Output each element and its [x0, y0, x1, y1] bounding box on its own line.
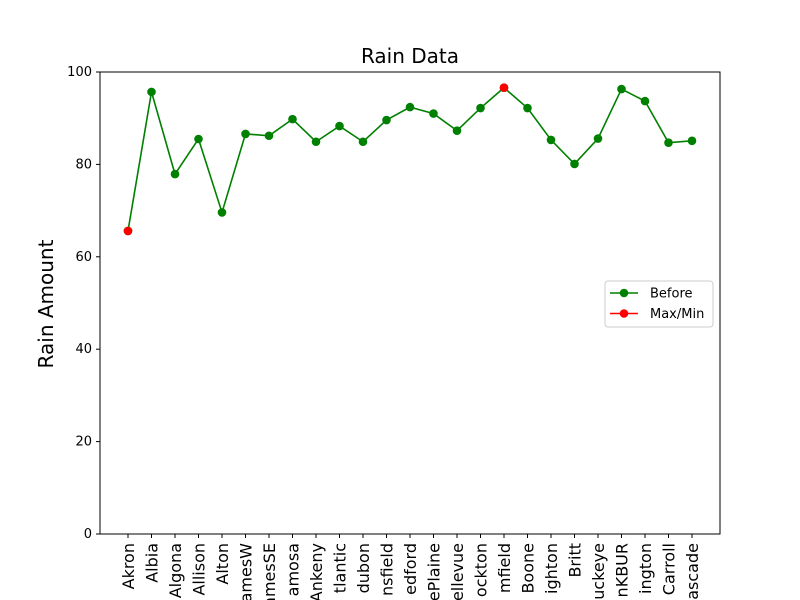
chart-title: Rain Data: [361, 44, 459, 68]
legend: Before Max/Min: [604, 280, 714, 328]
series-before-point: [617, 84, 626, 94]
plot-frame: [99, 71, 721, 535]
y-axis-label: Rain Amount: [34, 239, 58, 368]
series-before-point: [664, 138, 673, 147]
series-before-point: [264, 131, 274, 141]
x-tick-label: mfield: [495, 543, 514, 593]
y-tick-label: 80: [75, 157, 92, 172]
y-axis-ticks: 0 20 40 60 80 100: [67, 65, 100, 542]
y-tick-label: 0: [84, 527, 92, 542]
x-tick-label: amosa: [284, 543, 303, 596]
x-tick-label: ellevue: [448, 543, 467, 600]
y-tick-label: 40: [75, 342, 92, 357]
series-before-point: [241, 129, 250, 139]
x-tick-label: Algona: [166, 543, 185, 598]
x-tick-label: ePlaine: [425, 543, 444, 600]
series-before-point: [217, 208, 227, 217]
series-maxmin-point: [123, 226, 133, 236]
x-tick-label: amesSE: [260, 543, 279, 600]
series-before-point: [687, 136, 697, 146]
x-tick-label: Boone: [519, 543, 538, 594]
x-tick-label: ighton: [542, 543, 561, 594]
series-before-point: [476, 103, 485, 113]
series-before-point: [358, 137, 368, 147]
y-tick-label: 20: [75, 435, 92, 450]
x-tick-label: nsfield: [378, 543, 397, 596]
x-tick-label: Albia: [143, 543, 162, 583]
series-before-point: [335, 121, 344, 131]
x-tick-label: Carroll: [660, 543, 679, 595]
x-tick-label: Ankeny: [307, 543, 326, 600]
x-tick-label: tlantic: [331, 543, 350, 593]
x-tick-label: Britt: [566, 543, 585, 578]
x-tick-label: Alton: [213, 543, 232, 585]
series-before-point: [452, 126, 462, 135]
legend-label: Before: [650, 287, 693, 302]
series-before-point: [382, 115, 391, 125]
series-before-point: [640, 96, 650, 106]
x-axis-ticks: Akron Albia Algona Allison Alton amesW amesSE a…: [119, 534, 702, 600]
y-tick-label: 100: [67, 65, 92, 80]
series-before-point: [523, 103, 532, 113]
x-tick-label: Akron: [119, 543, 138, 589]
x-tick-label: edford: [401, 543, 420, 595]
x-tick-label: ockton: [472, 543, 491, 597]
series-before-point: [194, 134, 203, 144]
series-before-point: [311, 137, 321, 147]
legend-swatch-marker: [619, 309, 629, 318]
series-before-point: [593, 134, 603, 143]
series-layer: [123, 83, 697, 236]
series-before-point: [546, 135, 556, 145]
series-before-point: [570, 159, 579, 169]
series-before-point: [170, 169, 180, 179]
series-before-point: [405, 102, 415, 112]
x-tick-label: amesW: [237, 543, 256, 600]
x-tick-label: uckeye: [589, 543, 608, 600]
y-tick-label: 60: [75, 250, 92, 265]
legend-swatch-marker: [619, 288, 629, 298]
legend-label: Max/Min: [650, 307, 704, 322]
x-tick-label: ington: [636, 543, 655, 594]
series-maxmin-point: [499, 83, 509, 93]
x-tick-label: ascade: [683, 543, 702, 600]
series-before-point: [429, 109, 438, 118]
series-before-point: [147, 87, 156, 97]
x-tick-label: dubon: [354, 543, 373, 593]
x-tick-label: nKBUR: [613, 543, 632, 597]
series-before-point: [288, 114, 297, 124]
x-tick-label: Allison: [190, 543, 209, 596]
